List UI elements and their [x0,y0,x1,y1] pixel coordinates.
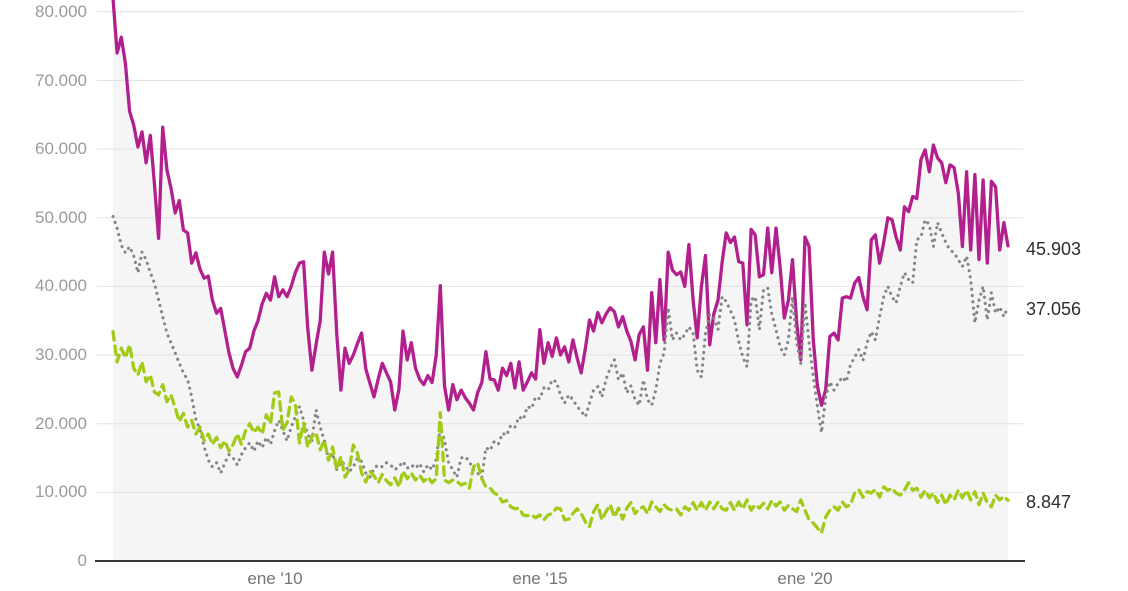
series-end-value-label: 8.847 [1026,492,1072,512]
y-axis-tick-label: 40.000 [35,276,87,295]
series-line-green-dashed [111,330,1010,535]
series-line-gray-dotted [111,214,1010,480]
series-end-value-label: 45.903 [1026,239,1082,259]
y-axis-tick-label: 80.000 [35,2,87,21]
x-axis-tick-label: ene '20 [777,569,833,588]
y-axis-tick-label: 60.000 [35,139,87,158]
y-axis-tick-label: 50.000 [35,208,87,227]
y-axis-tick-label: 70.000 [35,71,87,90]
y-axis-tick-label: 0 [77,551,87,570]
y-axis-tick-label: 20.000 [35,414,87,433]
area-fill [113,0,1008,561]
series-line-magenta-solid [111,0,1010,412]
series-end-value-label: 37.056 [1026,299,1082,319]
y-axis-tick-label: 30.000 [35,345,87,364]
x-axis-tick-label: ene '15 [512,569,568,588]
x-axis-tick-label: ene '10 [247,569,303,588]
y-axis-tick-label: 10.000 [35,482,87,501]
